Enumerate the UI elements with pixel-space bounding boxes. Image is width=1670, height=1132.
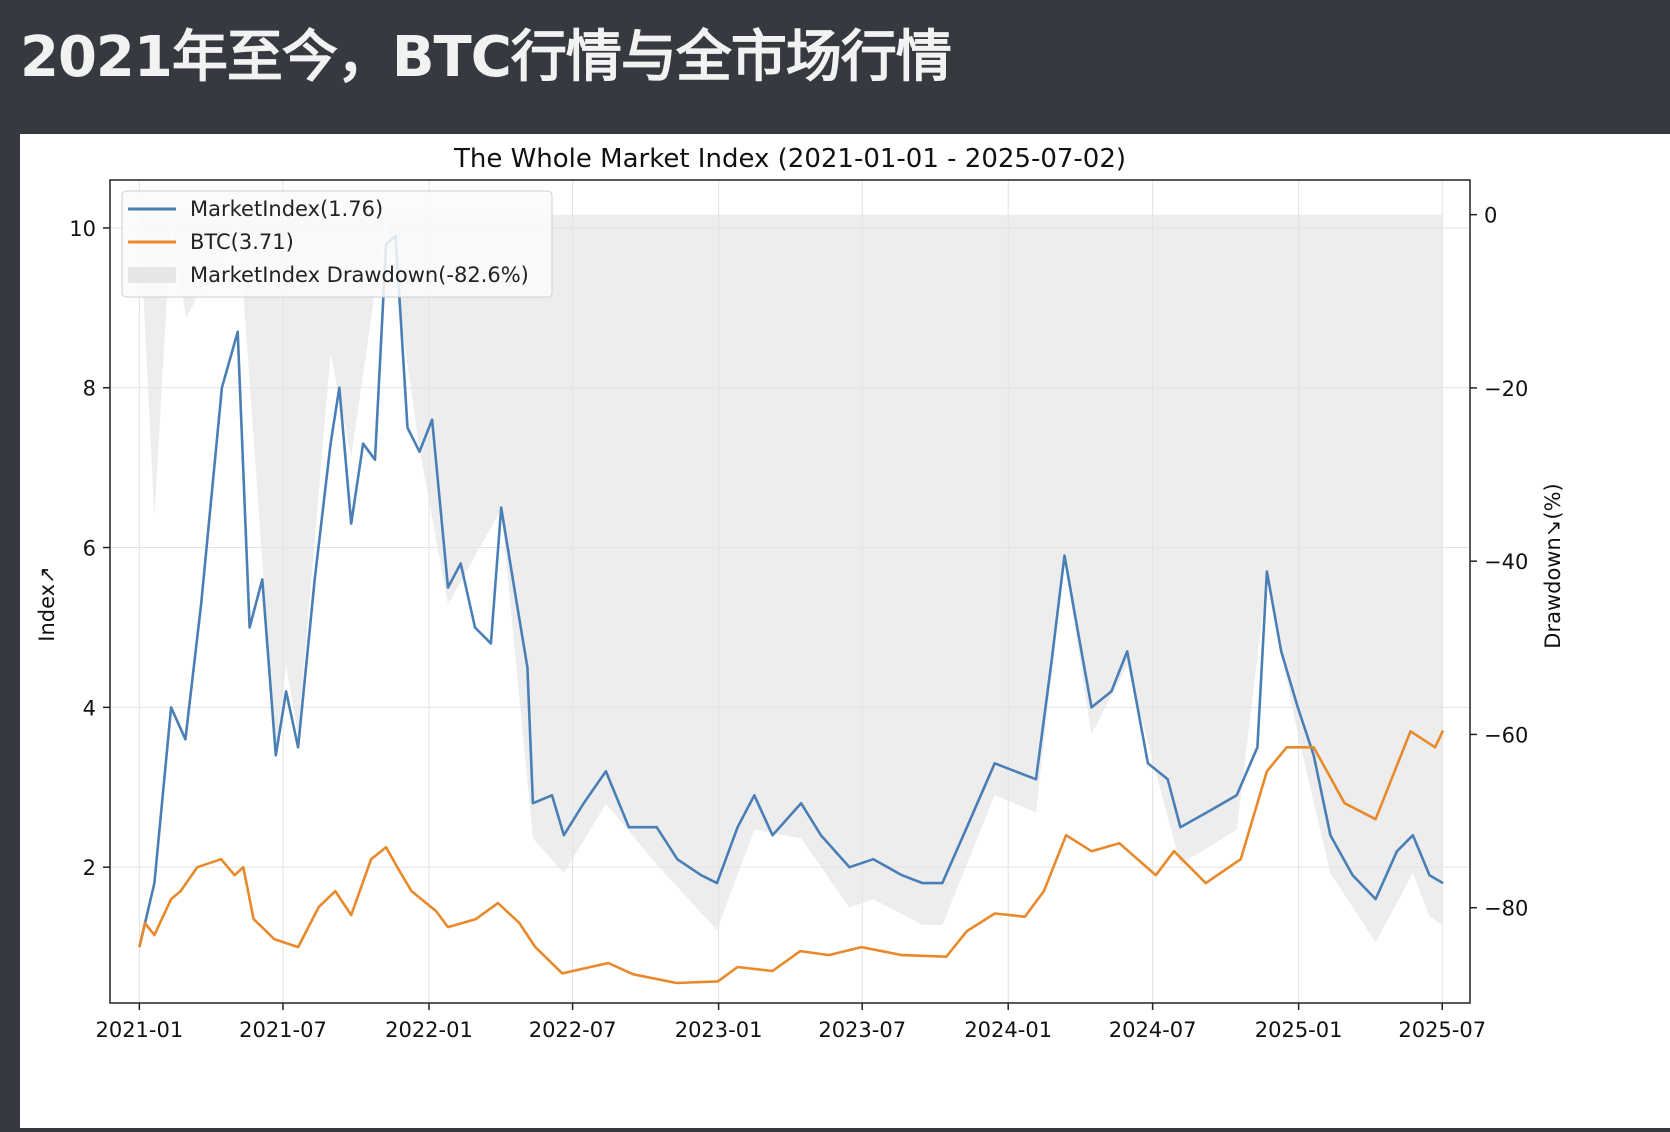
- drawdown-area-layer: [139, 214, 1443, 943]
- x-tick-label: 2023-07: [818, 1018, 906, 1042]
- series-area-marketindex-drawdown: [139, 214, 1443, 943]
- y2-tick-label: 0: [1484, 204, 1497, 228]
- y2-tick-label: −20: [1484, 377, 1528, 401]
- slide-title: 2021年至今，BTC行情与全市场行情: [20, 25, 952, 90]
- x-tick-label: 2021-07: [239, 1018, 327, 1042]
- y-tick-label: 6: [83, 537, 96, 561]
- x-tick-label: 2024-01: [964, 1018, 1052, 1042]
- y-axis-label: Index↗: [35, 566, 59, 641]
- legend-label-drawdown: MarketIndex Drawdown(-82.6%): [190, 263, 529, 287]
- series-lines-layer: [138, 234, 1445, 985]
- y-tick-label: 8: [83, 377, 96, 401]
- legend-label-btc: BTC(3.71): [190, 230, 294, 254]
- axes-layer: 2021-01 2021-07 2022-01 2022-07 2023-01 2023-…: [69, 204, 1528, 1042]
- x-tick-label: 2022-01: [385, 1018, 473, 1042]
- y-tick-label: 2: [83, 856, 96, 880]
- y2-tick-label: −80: [1484, 897, 1528, 921]
- x-tick-label: 2021-01: [95, 1018, 183, 1042]
- y-tick-label: 10: [69, 217, 96, 241]
- x-tick-label: 2023-01: [675, 1018, 763, 1042]
- x-tick-label: 2022-07: [529, 1018, 617, 1042]
- plot-frame: [109, 179, 1471, 1004]
- chart-title: The Whole Market Index (2021-01-01 - 202…: [453, 144, 1126, 174]
- legend-swatch-drawdown: [128, 267, 176, 283]
- chart-panel: The Whole Market Index (2021-01-01 - 202…: [20, 134, 1670, 1128]
- legend: MarketIndex(1.76) BTC(3.71) MarketIndex …: [121, 190, 553, 298]
- market-index-chart: The Whole Market Index (2021-01-01 - 202…: [35, 144, 1565, 1042]
- y2-tick-label: −40: [1484, 550, 1528, 574]
- x-tick-label: 2025-07: [1398, 1018, 1486, 1042]
- legend-box: [121, 190, 553, 298]
- series-line-btc: [138, 729, 1445, 985]
- series-line-marketindex: [138, 234, 1444, 948]
- y-tick-label: 4: [83, 696, 96, 720]
- legend-label-marketindex: MarketIndex(1.76): [190, 197, 383, 221]
- x-tick-label: 2024-07: [1109, 1018, 1197, 1042]
- y2-tick-label: −60: [1484, 723, 1528, 747]
- x-tick-label: 2025-01: [1255, 1018, 1343, 1042]
- y2-axis-label: Drawdown↘(%): [1541, 483, 1565, 648]
